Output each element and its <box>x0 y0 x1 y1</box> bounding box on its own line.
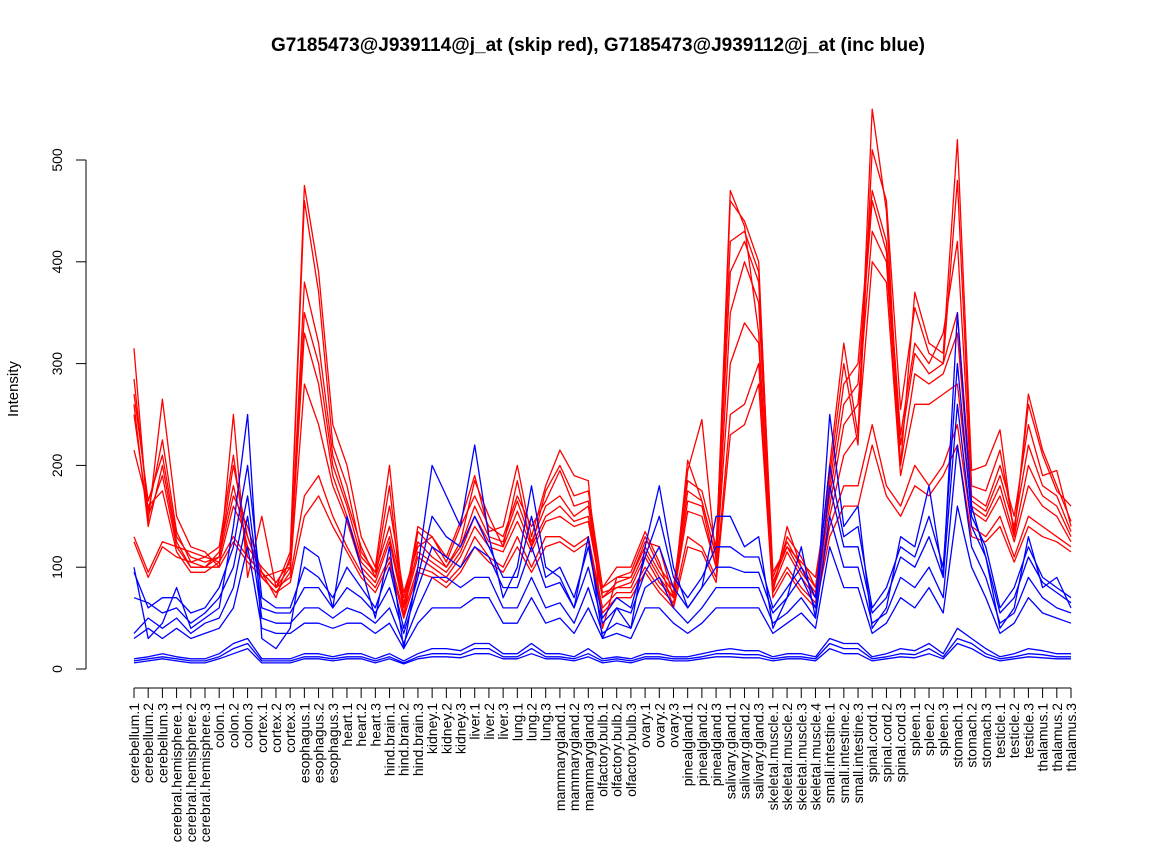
x-tick-label: lung.2 <box>524 703 540 741</box>
y-tick-label: 400 <box>49 250 65 274</box>
x-tick-label: ovary.3 <box>665 703 681 748</box>
x-axis: cerebellum.1cerebellum.2cerebellum.3cere… <box>126 687 1079 843</box>
red-series-line <box>133 108 1072 629</box>
x-tick-label: small.intestine.1 <box>822 703 838 804</box>
x-tick-label: cortex.2 <box>268 703 284 753</box>
x-tick-label: small.intestine.2 <box>836 703 852 804</box>
y-tick-label: 500 <box>49 148 65 172</box>
x-tick-label: cerebellum.3 <box>154 703 170 783</box>
x-tick-label: spleen.2 <box>921 703 937 756</box>
y-axis-label: Intensity <box>5 361 22 417</box>
y-axis: 0 100 200 300 400 500 <box>49 148 87 673</box>
red-series-line <box>133 149 1072 619</box>
x-tick-label: heart.3 <box>367 703 383 747</box>
x-tick-label: cerebral.hemisphere.1 <box>169 703 185 843</box>
x-tick-label: colon.2 <box>225 703 241 748</box>
x-tick-label: pinealgland.3 <box>708 703 724 787</box>
red-series-line <box>133 261 1072 609</box>
blue-series-line <box>133 627 1071 662</box>
x-tick-label: spinal.cord.2 <box>878 703 894 783</box>
x-tick-label: testicle.1 <box>992 703 1008 758</box>
blue-series-line <box>133 637 1071 664</box>
x-tick-label: olfactory.bulb.2 <box>609 703 625 797</box>
x-tick-label: liver.2 <box>481 703 497 740</box>
red-series-line <box>133 230 1072 604</box>
x-tick-label: salivary.gland.2 <box>736 703 752 799</box>
blue-series-line <box>133 505 1072 650</box>
x-tick-label: small.intestine.3 <box>850 703 866 804</box>
x-tick-label: thalamus.3 <box>1063 703 1079 772</box>
x-tick-label: testicle.3 <box>1020 703 1036 758</box>
x-tick-label: spleen.1 <box>907 703 923 756</box>
x-tick-label: spinal.cord.3 <box>893 703 909 783</box>
x-tick-label: kidney.1 <box>424 703 440 754</box>
x-tick-label: heart.1 <box>339 703 355 747</box>
x-tick-label: skeletal.muscle.1 <box>765 703 781 811</box>
x-tick-label: thalamus.1 <box>1035 703 1051 772</box>
chart-title: G7185473@J939114@j_at (skip red), G71854… <box>271 35 925 56</box>
x-tick-label: stomach.1 <box>949 703 965 768</box>
y-tick-label: 300 <box>49 352 65 376</box>
x-tick-label: hind.brain.1 <box>382 703 398 776</box>
x-tick-label: lung.3 <box>538 703 554 741</box>
x-tick-label: kidney.3 <box>453 703 469 754</box>
x-tick-label: mammarygland.2 <box>566 703 582 811</box>
x-tick-label: ovary.1 <box>637 703 653 748</box>
x-tick-label: cerebellum.2 <box>140 703 156 783</box>
x-tick-label: ovary.2 <box>651 703 667 748</box>
x-tick-label: skeletal.muscle.4 <box>807 703 823 811</box>
red-series-line <box>133 362 1072 614</box>
x-tick-label: mammarygland.1 <box>552 703 568 811</box>
x-tick-label: skeletal.muscle.2 <box>779 703 795 811</box>
x-tick-label: cerebral.hemisphere.3 <box>197 703 213 843</box>
x-tick-label: olfactory.bulb.3 <box>623 703 639 797</box>
x-tick-label: liver.3 <box>495 703 511 740</box>
x-tick-label: olfactory.bulb.1 <box>595 703 611 797</box>
x-tick-label: hind.brain.3 <box>410 703 426 776</box>
blue-series-line <box>133 444 1072 645</box>
x-tick-label: thalamus.2 <box>1049 703 1065 772</box>
x-tick-label: pinealgland.1 <box>680 703 696 787</box>
x-tick-label: cortex.1 <box>254 703 270 753</box>
x-tick-label: testicle.2 <box>1006 703 1022 758</box>
x-tick-label: pinealgland.2 <box>694 703 710 787</box>
x-tick-label: cortex.3 <box>282 703 298 753</box>
x-tick-label: stomach.3 <box>978 703 994 768</box>
x-tick-label: kidney.2 <box>438 703 454 754</box>
x-tick-label: colon.1 <box>211 703 227 748</box>
blue-series-line <box>133 403 1072 635</box>
x-tick-label: esophagus.3 <box>325 703 341 783</box>
y-tick-label: 0 <box>49 665 65 673</box>
red-series-line <box>133 200 1072 599</box>
x-tick-label: colon.3 <box>240 703 256 748</box>
y-tick-label: 200 <box>49 454 65 478</box>
red-series-line <box>133 189 1072 594</box>
x-tick-label: hind.brain.2 <box>396 703 412 776</box>
red-series-line <box>133 383 1072 619</box>
x-tick-label: cerebral.hemisphere.2 <box>183 703 199 843</box>
blue-series-line <box>133 362 1072 629</box>
x-tick-label: stomach.2 <box>964 703 980 768</box>
x-tick-label: liver.1 <box>467 703 483 740</box>
x-tick-label: skeletal.muscle.3 <box>793 703 809 811</box>
x-tick-label: heart.2 <box>353 703 369 747</box>
x-tick-label: salivary.gland.3 <box>751 703 767 799</box>
x-tick-label: mammarygland.3 <box>580 703 596 811</box>
x-tick-label: salivary.gland.1 <box>722 703 738 799</box>
x-tick-label: cerebellum.1 <box>126 703 142 783</box>
y-tick-label: 100 <box>49 555 65 579</box>
x-tick-label: spinal.cord.1 <box>864 703 880 783</box>
series-group <box>133 108 1072 665</box>
x-tick-label: esophagus.1 <box>296 703 312 783</box>
x-tick-label: spleen.3 <box>935 703 951 756</box>
x-tick-label: lung.1 <box>509 703 525 741</box>
x-tick-label: esophagus.2 <box>311 703 327 783</box>
blue-series-line <box>133 642 1071 665</box>
